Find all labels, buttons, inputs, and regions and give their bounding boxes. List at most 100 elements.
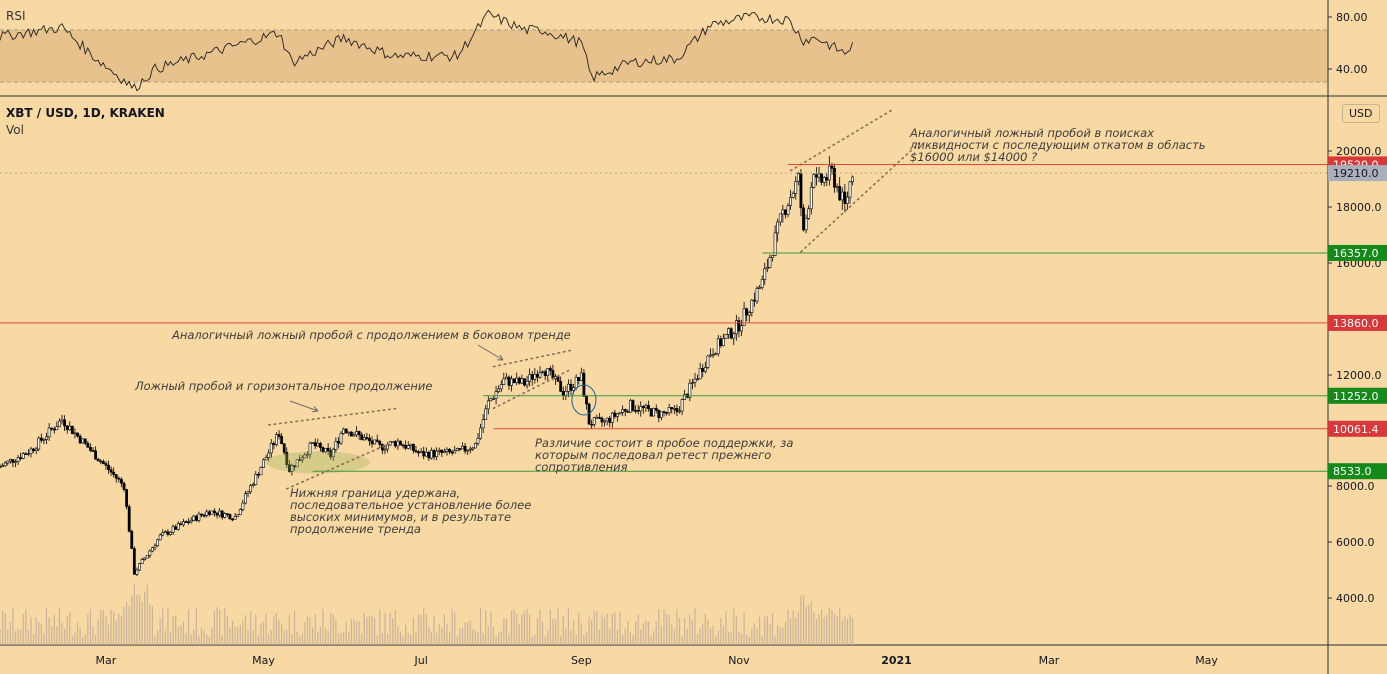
candle-body (34, 448, 38, 452)
volume-bar (547, 630, 549, 645)
volume-bar (255, 615, 257, 645)
candle-body (220, 510, 224, 518)
candle-body (512, 378, 516, 384)
annotation-lower-boundary-held: Нижняя граница удержана, последовательно… (290, 486, 532, 536)
price-badge-background (1328, 463, 1387, 480)
volume-bar (84, 633, 86, 645)
annotation-similar-false-breakout-sideways: Аналогичный ложный пробой с продолжением… (172, 328, 571, 342)
candle-body (360, 434, 364, 441)
candle-body (634, 410, 637, 412)
volume-bar (684, 617, 686, 645)
volume-bar (523, 611, 526, 645)
volume-bar (789, 618, 792, 645)
volume-bar (206, 634, 208, 645)
volume-bar (262, 622, 265, 645)
volume-bar (149, 603, 151, 645)
candle-body (238, 509, 242, 515)
volume-bar (696, 633, 699, 645)
candle-body (391, 441, 395, 443)
candle-body (298, 459, 302, 461)
volume-bar (71, 636, 73, 645)
volume-bar (9, 622, 11, 645)
time-axis-tick-label: Sep (571, 654, 592, 667)
candle-body (683, 394, 687, 400)
trendline-lower-dec (800, 141, 921, 253)
volume-bar (58, 607, 61, 645)
volume-bar (727, 631, 730, 645)
candle-body (32, 448, 35, 452)
volume-bar (324, 627, 327, 645)
volume-bar (653, 630, 655, 645)
candle-body (308, 442, 312, 455)
candle-body (285, 452, 289, 465)
volume-bar (629, 632, 632, 645)
candle-body (306, 453, 309, 456)
candle-body (365, 437, 369, 439)
price-badge-8533-0: 8533.0 (1328, 463, 1387, 480)
candle-body (486, 400, 490, 410)
candle-body (546, 368, 550, 376)
volume-bar (237, 627, 239, 645)
candle-body (182, 521, 185, 526)
candle-body (729, 328, 733, 339)
volume-bar (376, 635, 378, 645)
candle-body (169, 531, 172, 535)
candle-body (316, 442, 320, 447)
price-badge-background (1328, 387, 1387, 404)
volume-bar (446, 624, 448, 645)
volume-bar (125, 601, 128, 645)
annotation-similar-false-breakout-liquidity: Аналогичный ложный пробой в поисках ликв… (910, 126, 1206, 164)
volume-bar (756, 627, 758, 645)
volume-bar (567, 608, 570, 645)
volume-bar (314, 613, 316, 645)
candle-body (610, 412, 614, 423)
trendline-lower-may (285, 443, 389, 490)
candle-body (422, 451, 426, 457)
candle-body (215, 512, 219, 516)
candle-body (654, 408, 658, 411)
candle-body (649, 408, 653, 417)
volume-bar (815, 618, 818, 645)
volume-label[interactable]: Vol (6, 123, 24, 137)
price-axis-tick-label: 18000.0 (1336, 201, 1382, 214)
candle-body (758, 287, 761, 289)
candle-body (81, 438, 85, 444)
symbol-title[interactable]: XBT / USD, 1D, KRAKEN (6, 106, 165, 120)
volume-bar (743, 611, 745, 645)
candle-body (696, 378, 699, 381)
volume-bar (702, 624, 704, 645)
candle-body (233, 516, 237, 520)
candle-body (794, 181, 798, 194)
volume-bar (779, 627, 781, 645)
volume-bar (769, 623, 771, 645)
candle-body (91, 450, 95, 452)
volume-bar (544, 636, 546, 645)
volume-bar (482, 633, 484, 645)
candle-body (68, 425, 72, 430)
candle-body (269, 442, 273, 454)
rsi-label: RSI (6, 9, 26, 23)
candle-body (259, 467, 263, 476)
candle-body (171, 526, 175, 533)
rsi-axis-tick-label: 40.00 (1336, 63, 1368, 76)
candle-body (851, 176, 855, 183)
candle-body (207, 511, 211, 515)
candle-body (629, 400, 632, 413)
price-badge-background (1328, 165, 1387, 182)
volume-bar (428, 626, 430, 645)
volume-bar (810, 600, 812, 645)
volume-bar (371, 615, 373, 645)
volume-bar (203, 630, 205, 645)
volume-bar (614, 612, 616, 645)
volume-bar (188, 609, 190, 645)
candle-body (130, 530, 134, 549)
rsi-axis-tick-label: 80.00 (1336, 11, 1368, 24)
volume-bar (69, 612, 71, 645)
volume-bar (350, 619, 352, 645)
volume-bar (510, 610, 513, 645)
candle-body (572, 387, 575, 391)
price-badge-background (1328, 314, 1387, 331)
candle-body (789, 197, 792, 206)
currency-button[interactable]: USD (1342, 104, 1380, 123)
